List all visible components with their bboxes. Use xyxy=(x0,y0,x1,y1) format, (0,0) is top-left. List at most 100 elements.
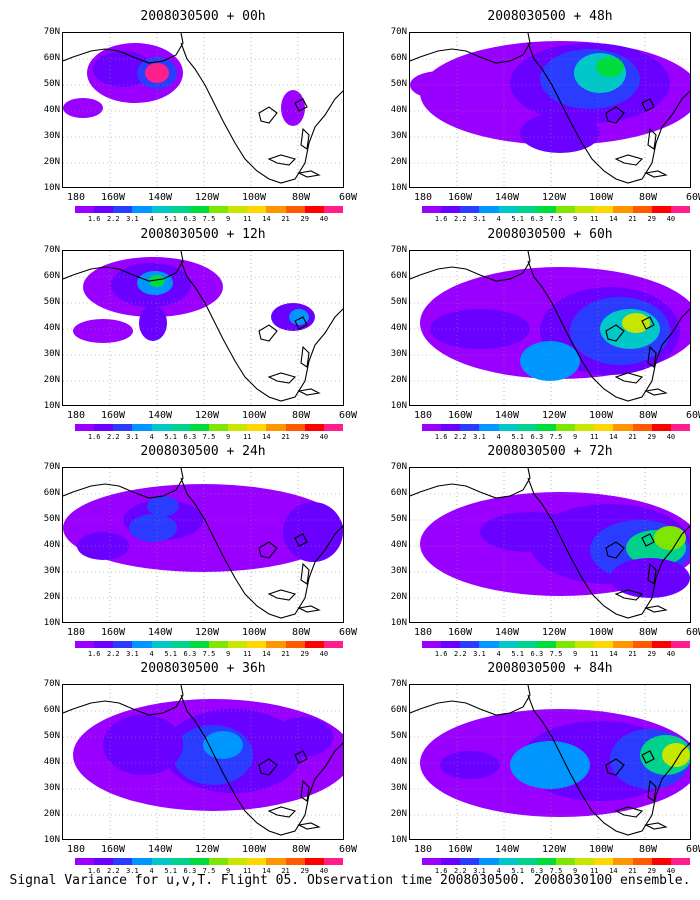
color-scale-swatch xyxy=(536,858,556,865)
color-scale-swatch xyxy=(75,858,95,865)
coastline xyxy=(63,33,343,184)
color-scale-swatch xyxy=(304,206,324,213)
latitude-label: 50N xyxy=(390,514,407,524)
color-scale-label: 29 xyxy=(300,867,309,875)
coastline xyxy=(410,685,690,836)
map-panel: 2008030500 + 24h 70N 60N 50N 40N 30N 20N 10N 180… xyxy=(28,443,358,658)
longitude-label: 60W xyxy=(685,192,700,203)
color-scale-label: 40 xyxy=(319,650,329,658)
longitude-label: 120W xyxy=(194,627,220,638)
color-scale-label: 3.1 xyxy=(126,215,139,223)
color-scale-label: 21 xyxy=(281,215,290,223)
color-scale-swatch xyxy=(323,424,343,431)
longitude-label: 180 xyxy=(66,192,86,203)
color-scale-swatch xyxy=(575,206,595,213)
color-scale-label: 6.3 xyxy=(183,215,197,223)
color-scale-swatch xyxy=(228,641,248,648)
variance-contour xyxy=(283,502,343,562)
map-panel: 2008030500 + 84h 70N 60N 50N 40N 30N 20N 10N 180… xyxy=(375,660,700,875)
color-scale-swatch xyxy=(651,858,671,865)
color-scale-label: 14 xyxy=(609,215,618,223)
color-scale-label: 1.6 xyxy=(87,215,101,223)
color-scale-swatch xyxy=(285,424,305,431)
latitude-label: 20N xyxy=(390,592,407,602)
longitude-label: 80W xyxy=(291,627,311,638)
longitude-label: 120W xyxy=(541,192,567,203)
longitude-label: 180 xyxy=(66,410,86,421)
color-scale-label: 21 xyxy=(628,215,637,223)
latitude-label: 30N xyxy=(390,131,407,141)
color-scale-label: 1.6 xyxy=(434,433,448,441)
color-scale-label: 6.3 xyxy=(530,650,544,658)
variance-contour xyxy=(139,305,167,341)
color-scale-label: 9 xyxy=(573,215,578,223)
color-scale-swatch xyxy=(555,424,576,431)
latitude-label: 50N xyxy=(390,297,407,307)
longitude-label: 80W xyxy=(291,844,311,855)
latitude-label: 30N xyxy=(390,349,407,359)
color-scale-swatch xyxy=(517,641,537,648)
latitude-label: 50N xyxy=(43,514,60,524)
color-scale-label: 2.2 xyxy=(453,650,467,658)
latitude-label: 20N xyxy=(43,157,60,167)
latitude-label: 40N xyxy=(390,105,407,115)
color-scale-label: 29 xyxy=(300,215,309,223)
latitude-label: 10N xyxy=(390,618,407,628)
coastline xyxy=(63,251,343,402)
color-scale-label: 29 xyxy=(647,215,656,223)
color-scale-swatch xyxy=(228,206,248,213)
color-scale-swatch xyxy=(75,424,95,431)
color-scale-label: 4 xyxy=(149,867,154,875)
color-scale-label: 4 xyxy=(149,215,154,223)
color-scale-label: 9 xyxy=(226,867,231,875)
color-scale-swatch xyxy=(460,858,480,865)
longitude-label: 160W xyxy=(100,844,126,855)
color-scale-swatch xyxy=(594,641,614,648)
color-scale-swatch xyxy=(613,206,633,213)
color-scale-label: 3.1 xyxy=(473,650,486,658)
latitude-label: 30N xyxy=(43,131,60,141)
latitude-label: 70N xyxy=(390,679,407,689)
longitude-label: 100W xyxy=(588,844,614,855)
color-scale-label: 2.2 xyxy=(106,433,120,441)
longitude-label: 180 xyxy=(413,844,433,855)
color-scale-swatch xyxy=(304,858,324,865)
longitude-label: 140W xyxy=(147,192,173,203)
color-scale-label: 2.2 xyxy=(453,433,467,441)
longitude-label: 140W xyxy=(147,410,173,421)
color-scale-swatch xyxy=(247,641,267,648)
coastline xyxy=(410,33,690,184)
latitude-label: 60N xyxy=(390,53,407,63)
color-scale-swatch xyxy=(536,206,556,213)
longitude-label: 80W xyxy=(638,627,658,638)
color-scale-swatch xyxy=(498,641,518,648)
color-scale-swatch xyxy=(247,858,267,865)
longitude-label: 60W xyxy=(338,627,358,638)
latitude-label: 40N xyxy=(43,105,60,115)
color-scale-swatch xyxy=(189,641,209,648)
color-scale-swatch xyxy=(247,424,267,431)
color-scale-label: 11 xyxy=(590,433,599,441)
longitude-label: 160W xyxy=(100,192,126,203)
color-scale-label: 29 xyxy=(647,867,656,875)
panel-title: 2008030500 + 00h xyxy=(140,9,266,24)
color-scale-swatch xyxy=(632,858,652,865)
latitude-label: 70N xyxy=(43,462,60,472)
color-scale-swatch xyxy=(575,424,595,431)
longitude-label: 100W xyxy=(241,627,267,638)
latitude-label: 40N xyxy=(390,540,407,550)
color-scale-label: 21 xyxy=(281,433,290,441)
color-scale-label: 7.5 xyxy=(202,867,216,875)
latitude-label: 30N xyxy=(43,349,60,359)
color-scale-swatch xyxy=(132,858,152,865)
color-scale-label: 9 xyxy=(573,867,578,875)
color-scale-label: 1.6 xyxy=(87,650,101,658)
color-scale-swatch xyxy=(151,206,171,213)
color-scale-swatch xyxy=(304,641,324,648)
panel-title: 2008030500 + 72h xyxy=(487,444,613,459)
variance-contour xyxy=(510,741,590,789)
latitude-label: 60N xyxy=(43,705,60,715)
map-panel: 2008030500 + 72h 70N 60N 50N 40N 30N 20N 10N 180… xyxy=(375,443,700,658)
color-scale-swatch xyxy=(422,641,442,648)
latitude-label: 30N xyxy=(390,566,407,576)
